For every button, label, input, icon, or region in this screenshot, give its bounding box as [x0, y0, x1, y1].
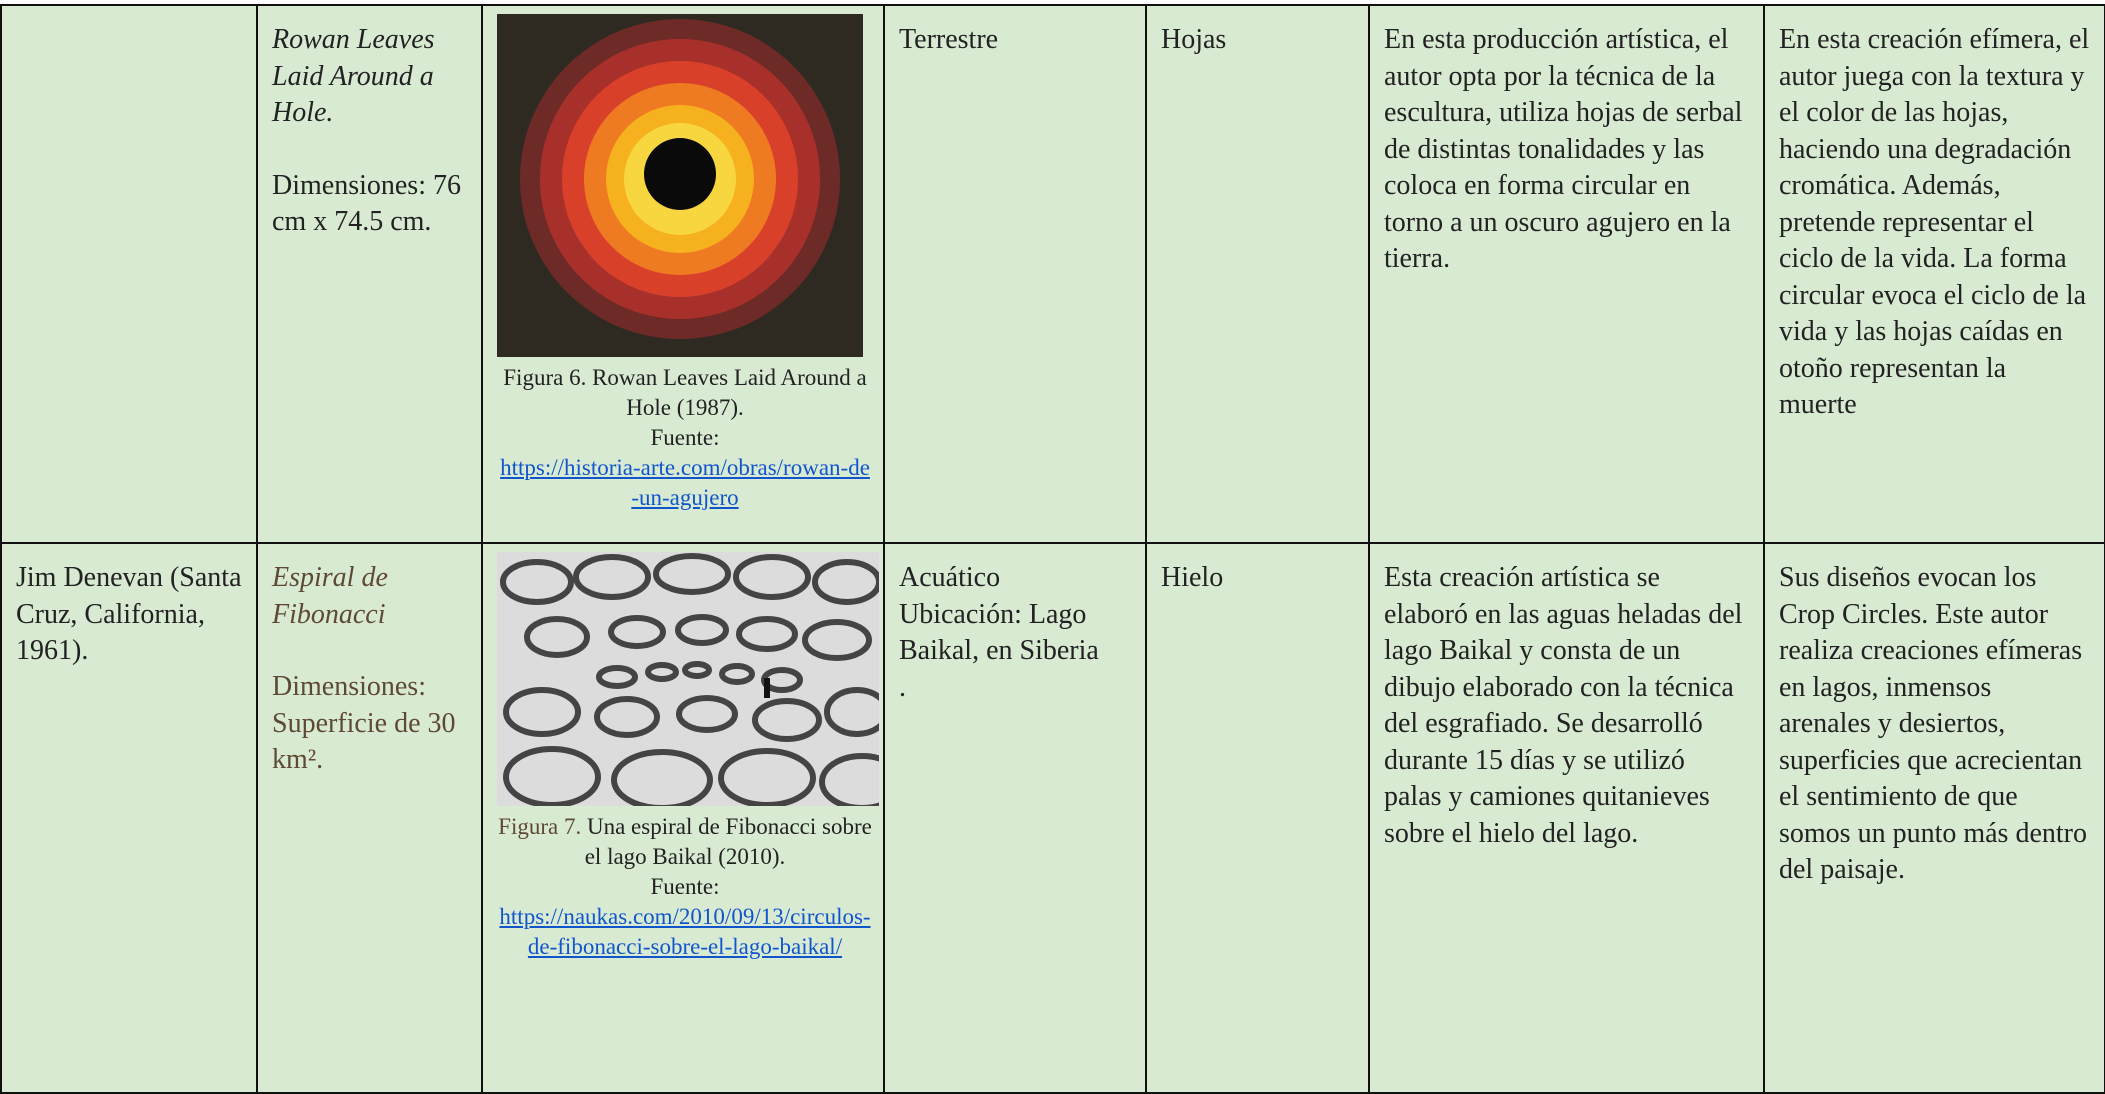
figure-cell: Figura 6. Rowan Leaves Laid Around a Hol…	[481, 4, 885, 544]
title-cell: Espiral de Fibonacci Dimensiones: Superf…	[256, 542, 483, 1094]
environment-cell: Acuático Ubicación: Lago Baikal, en Sibe…	[883, 542, 1147, 1094]
caption-label: Figura 7.	[498, 814, 582, 839]
interpretation-cell: Sus diseños evocan los Crop Circles. Est…	[1763, 542, 2105, 1094]
material: Hojas	[1161, 24, 1227, 55]
table-row: Rowan Leaves Laid Around a Hole. Dimensi…	[0, 4, 2105, 544]
interpretation: Sus diseños evocan los Crop Circles. Est…	[1779, 562, 2087, 885]
material-cell: Hojas	[1145, 4, 1370, 544]
artworks-table: Rowan Leaves Laid Around a Hole. Dimensi…	[0, 4, 2105, 1094]
description-cell: En esta producción artística, el autor o…	[1368, 4, 1765, 544]
environment: Terrestre	[899, 24, 999, 55]
figure-cell: Figura 7. Una espiral de Fibonacci sobre…	[481, 542, 885, 1094]
interpretation-cell: En esta creación efímera, el autor juega…	[1763, 4, 2105, 544]
caption: Rowan Leaves Laid Around a Hole (1987).	[592, 365, 867, 420]
artwork-image	[497, 14, 863, 357]
source-label: Fuente:	[650, 874, 720, 899]
source-link[interactable]: https://historia-arte.com/obras/rowan-de…	[500, 455, 870, 510]
environment: Acuático	[899, 562, 1001, 593]
artist-cell	[0, 4, 258, 544]
interpretation: En esta creación efímera, el autor juega…	[1779, 24, 2090, 420]
material-cell: Hielo	[1145, 542, 1370, 1094]
artwork-title: Rowan Leaves Laid Around a Hole.	[272, 24, 435, 128]
material: Hielo	[1161, 562, 1224, 593]
table-row: Jim Denevan (Santa Cruz, California, 196…	[0, 542, 2105, 1094]
caption: Una espiral de Fibonacci sobre el lago B…	[584, 814, 872, 869]
location-end: .	[899, 671, 906, 703]
caption-label: Figura 6.	[503, 365, 587, 390]
dimensions: Dimensiones: 76 cm x 74.5 cm.	[272, 169, 461, 238]
description-cell: Esta creación artística se elaboró en la…	[1368, 542, 1765, 1094]
environment-cell: Terrestre	[883, 4, 1147, 544]
title-cell: Rowan Leaves Laid Around a Hole. Dimensi…	[256, 4, 483, 544]
description: Esta creación artística se elaboró en la…	[1384, 562, 1743, 849]
artist-cell: Jim Denevan (Santa Cruz, California, 196…	[0, 542, 258, 1094]
artist: Jim Denevan (Santa Cruz, California, 196…	[16, 562, 242, 666]
artwork-image	[497, 552, 879, 806]
source-link[interactable]: https://naukas.com/2010/09/13/circulos-d…	[499, 904, 871, 959]
artwork-title: Espiral de Fibonacci	[272, 562, 388, 630]
dimensions: Dimensiones: Superficie de 30 km².	[272, 671, 456, 775]
location: Ubicación: Lago Baikal, en Siberia	[899, 598, 1099, 667]
description: En esta producción artística, el autor o…	[1384, 24, 1743, 274]
source-label: Fuente:	[650, 425, 720, 450]
